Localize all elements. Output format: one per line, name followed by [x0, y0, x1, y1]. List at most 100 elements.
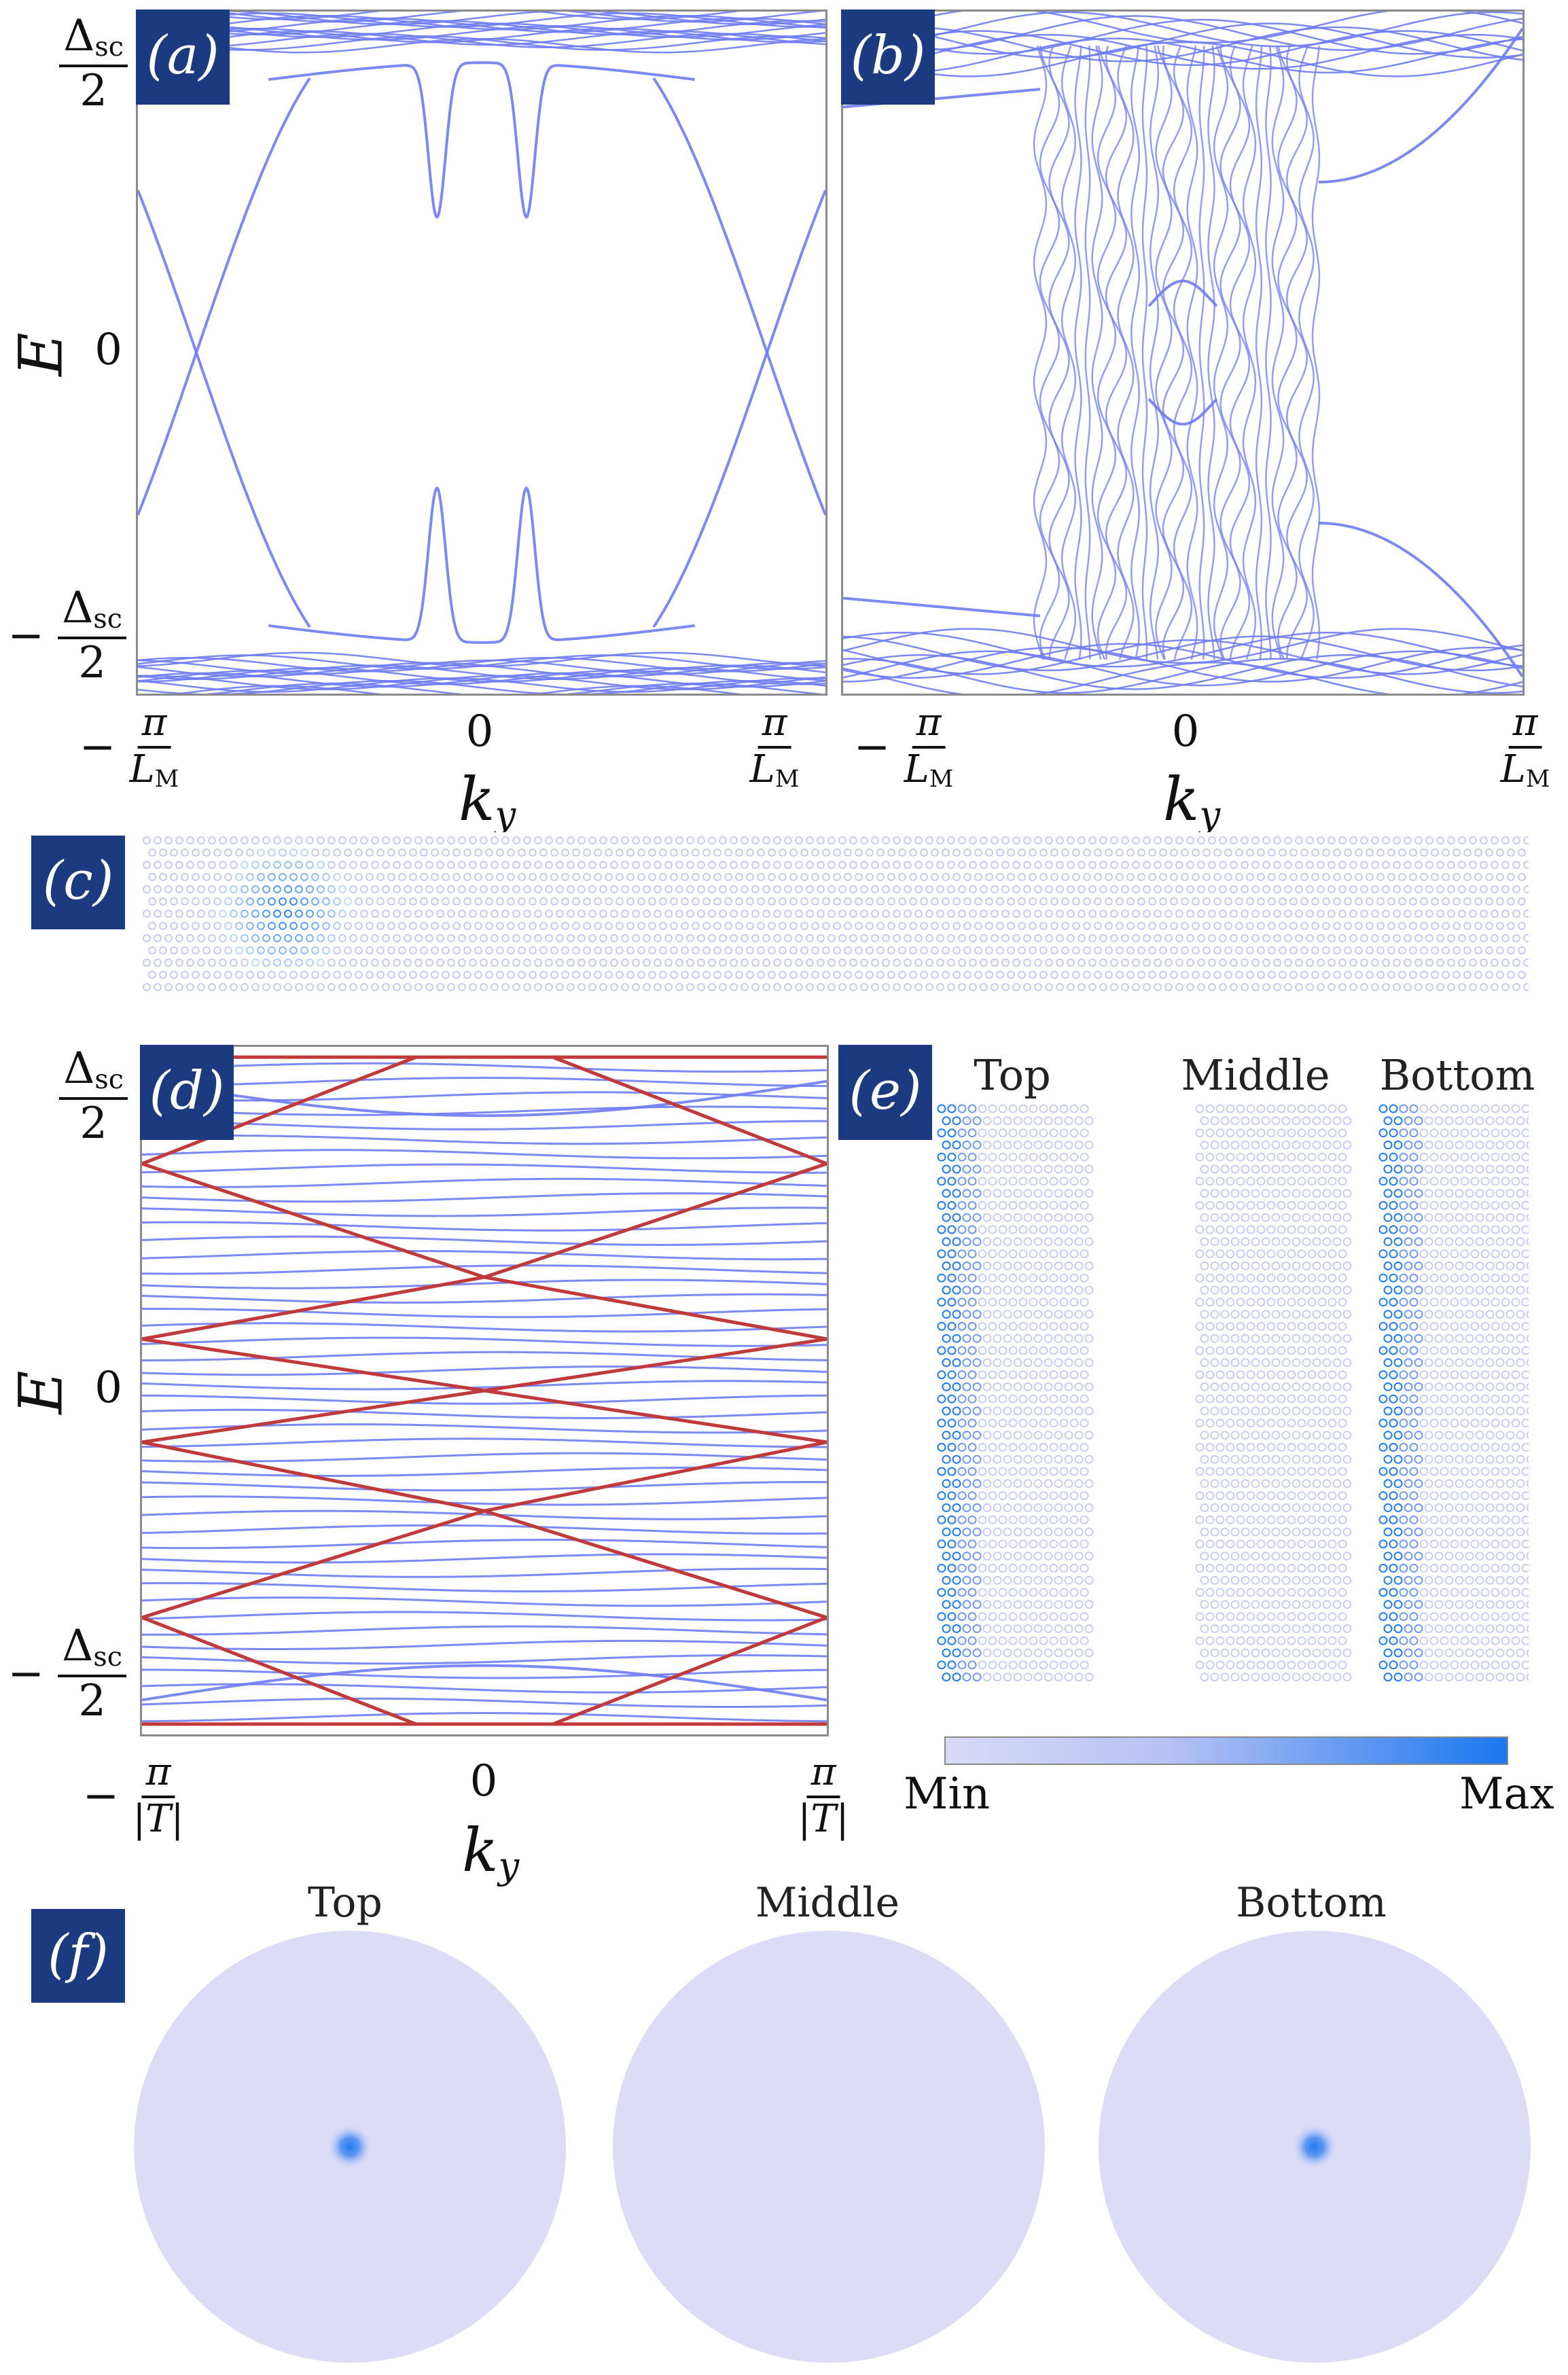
strip-bottom-site [1491, 1152, 1500, 1162]
lattice-site [637, 971, 645, 979]
strip-bottom-site [1399, 1442, 1408, 1452]
strip-top-site [1064, 1164, 1073, 1174]
lattice-site [1099, 861, 1107, 869]
strip-middle-site [1261, 1261, 1270, 1270]
strip-top-site [1049, 1491, 1058, 1501]
strip-middle-site [1291, 1527, 1301, 1537]
strip-middle-site [1291, 1358, 1301, 1368]
lattice-site [1300, 971, 1308, 979]
strip-top-site [988, 1104, 997, 1113]
strip-top-site [1023, 1527, 1033, 1537]
strip-bottom-site [1511, 1588, 1520, 1597]
lattice-site [1317, 836, 1325, 844]
lattice-site [1219, 861, 1227, 869]
lattice-site [985, 922, 993, 930]
lattice-site [1029, 971, 1037, 979]
strip-bottom-site [1389, 1588, 1398, 1597]
lattice-site [349, 836, 357, 844]
strip-bottom-site [1383, 1527, 1393, 1537]
strip-middle-site [1220, 1189, 1230, 1198]
strip-top-site [1008, 1177, 1018, 1186]
strip-top-site [972, 1648, 982, 1658]
strip-middle-site [1328, 1128, 1337, 1138]
lattice-site [713, 873, 721, 881]
lattice-site [1322, 946, 1330, 954]
lattice-site [420, 897, 428, 906]
strip-top-site [937, 1128, 946, 1138]
lattice-site [1442, 946, 1450, 954]
strip-middle-site [1287, 1370, 1296, 1380]
strip-top-site [993, 1431, 1002, 1440]
lattice-site [284, 983, 292, 991]
lattice-site [664, 983, 673, 991]
lattice-site [344, 971, 352, 979]
strip-middle-site [1220, 1285, 1230, 1295]
x-tick-zero-b: 0 [1171, 707, 1200, 757]
strip-middle-site [1338, 1491, 1347, 1501]
lattice-site [1219, 959, 1227, 967]
lattice-site [686, 983, 694, 991]
lattice-site [1398, 946, 1406, 954]
strip-top-site [982, 1189, 992, 1198]
strip-top-site [942, 1406, 951, 1416]
strip-middle-site [1246, 1515, 1255, 1524]
strip-middle-site [1302, 1382, 1311, 1391]
strip-middle-site [1307, 1200, 1317, 1210]
band-dense [1213, 45, 1229, 660]
strip-top-site [947, 1104, 957, 1113]
lattice-site [713, 946, 721, 954]
lattice-site [1262, 910, 1270, 918]
strip-top-site [1080, 1104, 1089, 1113]
lattice-site [1284, 861, 1292, 869]
strip-middle-site [1220, 1213, 1230, 1222]
strip-middle-site [1210, 1503, 1219, 1512]
lattice-site [1512, 910, 1520, 918]
strip-middle-site [1302, 1406, 1311, 1416]
lattice-site [360, 983, 368, 991]
lattice-site [501, 910, 510, 918]
strip-top-site [1013, 1454, 1022, 1464]
strip-middle-site [1291, 1334, 1301, 1343]
strip-top-site [942, 1213, 951, 1222]
strip-top-site [1039, 1128, 1048, 1138]
lattice-site [452, 971, 461, 979]
lattice-site [240, 836, 249, 844]
strip-middle-site [1200, 1600, 1209, 1609]
lattice-site [300, 897, 308, 906]
strip-bottom-site [1480, 1660, 1490, 1670]
lattice-site [1393, 910, 1401, 918]
lattice-site [480, 959, 488, 967]
strip-top-site [1049, 1225, 1058, 1234]
strip-middle-site [1281, 1285, 1291, 1295]
lattice-site [958, 959, 966, 967]
lattice-site [936, 934, 944, 942]
strip-middle-site [1322, 1552, 1332, 1561]
lattice-site [376, 873, 385, 881]
strip-bottom-site [1495, 1261, 1505, 1270]
strip-bottom-site [1440, 1200, 1449, 1210]
lattice-site [289, 897, 298, 906]
strip-bottom-site [1424, 1406, 1433, 1416]
lattice-site [1202, 971, 1211, 979]
strip-bottom-site [1495, 1431, 1505, 1440]
strip-bottom-site [1444, 1213, 1454, 1222]
lattice-site [643, 910, 651, 918]
lattice-site [599, 910, 607, 918]
strip-bottom-site [1495, 1116, 1505, 1126]
lattice-site [366, 946, 374, 954]
strip-bottom-site [1409, 1636, 1419, 1645]
strip-bottom-site [1389, 1418, 1398, 1428]
lattice-site [1523, 910, 1529, 918]
band-dense [1084, 46, 1091, 660]
strip-middle-site [1277, 1249, 1286, 1259]
strip-top-site [998, 1321, 1008, 1331]
strip-bottom-site [1521, 1515, 1529, 1524]
lattice-site [996, 849, 1004, 857]
strip-top-site [1033, 1261, 1043, 1270]
lattice-site [1387, 849, 1395, 857]
strip-middle-site [1210, 1575, 1219, 1585]
lattice-site [1181, 897, 1189, 906]
lattice-site [404, 885, 412, 893]
strip-top-site [1084, 1600, 1094, 1609]
lattice-site [931, 971, 939, 979]
